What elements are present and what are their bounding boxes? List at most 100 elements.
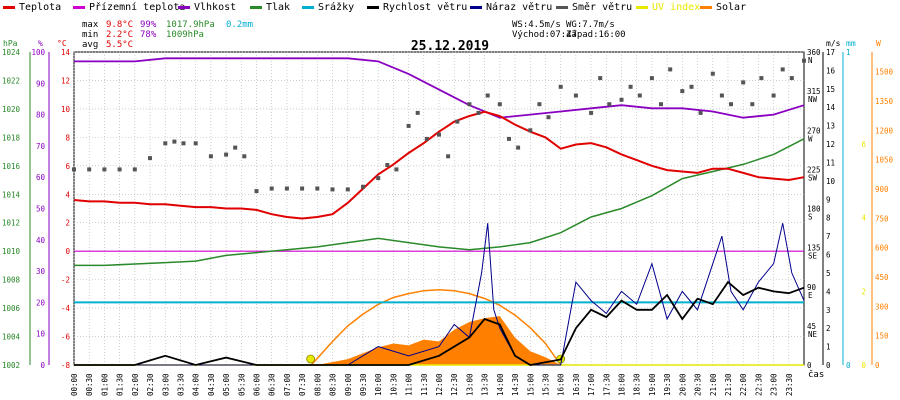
hpa-tick-label: 1004 [2,333,21,342]
pct-tick-label: 90 [36,79,46,88]
degc-tick-label: 0 [65,247,70,256]
ms-tick-label: 5 [826,269,831,278]
hpa-tick-label: 1008 [2,276,21,285]
solar-tick-label: 150 [875,332,889,341]
dir-tick-label: 0 [807,361,812,370]
series-line-teplota [73,110,805,220]
x-tick-label: 20:30 [694,373,703,396]
degc-tick-label: 8 [65,133,70,142]
degc-tick-label: -6 [61,333,71,342]
dir-tick-label: 360 [807,48,821,57]
pct-tick-label: 50 [36,205,46,214]
wind-direction-point [117,167,122,172]
legend-item-rychlost: Rychlost větru [367,2,467,13]
wind-direction-point [242,154,247,159]
wind-direction-point [659,102,663,107]
x-tick-label: 16:00 [557,373,566,396]
wind-direction-point [467,102,472,107]
degc-tick-label: -4 [61,304,71,313]
uv-tick-label: 0 [861,361,866,370]
wind-direction-point [300,186,305,191]
stat-max-label: max [82,20,99,30]
dir-compass-label: SE [808,252,818,261]
axis-title-degc: °C [57,39,67,48]
hpa-tick-label: 1018 [2,133,21,142]
x-tick-label: 08:00 [313,373,322,396]
wind-direction-point [208,154,213,159]
stat-min-temp: 2.2°C [106,30,134,40]
ms-tick-label: 3 [826,306,831,315]
x-tick-label: 13:00 [465,373,474,396]
ms-tick-label: 8 [826,214,831,223]
wind-direction-point [446,154,451,159]
chart-title: 25.12.2019 [411,39,489,54]
solar-layer [306,288,566,366]
hpa-tick-label: 1002 [2,361,20,370]
solar-tick-label: 1350 [875,97,894,106]
legend-swatch-srazky [302,5,314,9]
wind-direction-point [507,136,511,141]
stat-sunset: Západ:16:00 [566,30,626,40]
pct-tick-label: 100 [31,48,45,57]
legend-item-vlhkost: Vlhkost [178,2,236,13]
series-line-rychlost-v-tru [74,280,805,366]
degc-tick-label: 14 [61,48,71,57]
stat-min-hum: 78% [140,30,157,40]
x-tick-label: 04:00 [192,373,201,396]
wind-direction-point [455,119,460,124]
x-tick-label: 19:00 [648,373,657,396]
legend-swatch-vlhkost [178,5,190,9]
x-tick-label: 01:30 [116,373,125,396]
pct-tick-label: 10 [36,330,46,339]
wind-direction-point [573,93,578,98]
x-tick-label: 04:30 [207,373,216,396]
legend-label-solar: Solar [716,2,747,13]
x-tick-label: 17:00 [587,373,596,396]
x-tick-label: 23:00 [770,373,779,396]
solar-tick-label: 1200 [875,126,894,135]
hpa-tick-label: 1020 [2,105,21,114]
degc-tick-label: 4 [65,190,70,199]
wind-direction-point [719,93,724,98]
wind-direction-point [132,167,137,172]
ms-tick-label: 4 [826,287,831,296]
wind-direction-point [233,145,238,150]
x-tick-label: 02:30 [146,373,155,396]
wind-direction-point [729,102,733,107]
ms-tick-label: 1 [826,343,831,352]
legend-item-tlak: Tlak [250,2,290,13]
legend-label-prizemni: Přízemní teplota [89,2,186,13]
x-tick-label: 06:00 [253,373,262,396]
legend-item-prizemni: Přízemní teplota [73,2,185,13]
x-tick-label: 01:00 [100,373,109,396]
x-tick-label: 12:30 [450,373,459,396]
legend-swatch-teplota [3,5,15,9]
x-tick-label: 11:00 [405,373,414,396]
x-tick-label: 21:30 [724,373,733,396]
x-tick-label: 00:00 [70,373,79,396]
ms-tick-label: 10 [826,177,836,186]
stat-max-hum: 99% [140,20,157,30]
mm-tick-label: 0 [846,361,851,370]
wind-direction-point [330,187,335,192]
legend-label-tlak: Tlak [266,2,291,13]
legend-label-srazky: Srážky [318,2,355,13]
pct-tick-label: 80 [36,111,46,120]
degc-tick-label: 12 [61,76,70,85]
x-tick-label: 07:30 [298,373,307,396]
wind-direction-point [181,141,186,146]
wind-direction-point [172,139,177,144]
hpa-tick-label: 1022 [2,76,20,85]
degc-tick-label: 2 [65,219,70,228]
ms-tick-label: 9 [826,195,831,204]
pct-tick-label: 30 [36,267,46,276]
wind-direction-point [649,76,654,81]
pct-tick-label: 70 [36,142,46,151]
stat-wind-speed: WS:4.5m/s [512,20,561,30]
legend-item-smer: Směr větru [556,2,632,13]
wind-direction-point [558,84,563,89]
x-tick-label: 20:00 [678,373,687,396]
x-tick-label: 18:30 [633,373,642,396]
solar-tick-label: 1500 [875,68,894,77]
legend-swatch-naraz [470,5,482,9]
